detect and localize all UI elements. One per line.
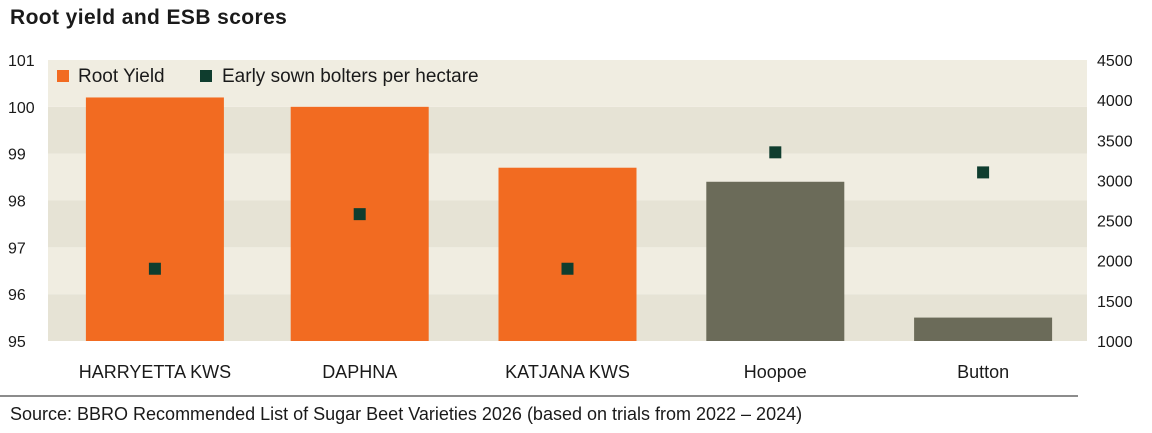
point-series: [148, 146, 990, 275]
bar-daphna: [290, 106, 429, 341]
source-note: Source: BBRO Recommended List of Sugar B…: [10, 404, 803, 424]
category-label: Hoopoe: [744, 362, 807, 382]
legend: Root Yield Early sown bolters per hectare: [57, 66, 479, 87]
point-hoopoe: [769, 146, 782, 159]
point-button: [977, 166, 990, 179]
point-katjana-kws: [561, 262, 574, 275]
left-tick-label: 96: [8, 287, 26, 304]
category-axis: HARRYETTA KWS DAPHNA KATJANA KWS Hoopoe Butt…: [79, 362, 1009, 382]
left-tick-label: 100: [8, 100, 35, 117]
left-tick-label: 101: [8, 53, 35, 70]
legend-label-bolters: Early sown bolters per hectare: [222, 66, 479, 87]
category-label: DAPHNA: [322, 362, 397, 382]
right-tick-label: 2500: [1097, 214, 1133, 231]
left-axis: 95 96 97 98 99 100 101: [8, 53, 35, 351]
legend-label-root-yield: Root Yield: [78, 66, 165, 87]
chart-plot: 95 96 97 98 99 100 101 1000 1500 2000 2500 3000 350…: [0, 53, 1133, 397]
point-daphna: [353, 208, 366, 221]
left-tick-label: 99: [8, 147, 26, 164]
left-tick-label: 98: [8, 194, 26, 211]
right-tick-label: 4000: [1097, 93, 1133, 110]
bar-button: [914, 317, 1053, 341]
left-tick-label: 97: [8, 240, 26, 257]
chart-title: Root yield and ESB scores: [10, 6, 288, 29]
right-tick-label: 3500: [1097, 133, 1133, 150]
right-axis: 1000 1500 2000 2500 3000 3500 4000 4500: [1097, 53, 1133, 351]
bar-katjana-kws: [498, 167, 637, 341]
right-tick-label: 2000: [1097, 254, 1133, 271]
left-tick-label: 95: [8, 334, 26, 351]
bar-hoopoe: [706, 181, 845, 341]
right-tick-label: 1500: [1097, 294, 1133, 311]
bar-harryetta-kws: [85, 97, 224, 341]
category-label: KATJANA KWS: [505, 362, 630, 382]
legend-swatch-root-yield: [57, 70, 69, 82]
point-harryetta-kws: [148, 262, 161, 275]
right-tick-label: 3000: [1097, 173, 1133, 190]
legend-swatch-bolters: [200, 70, 212, 82]
category-label: HARRYETTA KWS: [79, 362, 231, 382]
right-tick-label: 1000: [1097, 334, 1133, 351]
right-tick-label: 4500: [1097, 53, 1133, 70]
category-label: Button: [957, 362, 1009, 382]
bar-series: [85, 97, 1053, 341]
